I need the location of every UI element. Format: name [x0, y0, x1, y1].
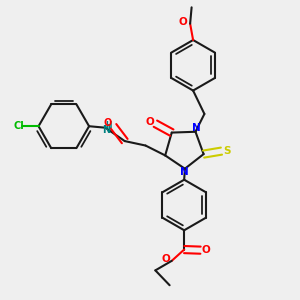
Text: O: O	[146, 117, 154, 127]
Text: S: S	[223, 146, 230, 156]
Text: H: H	[105, 121, 112, 130]
Text: O: O	[162, 254, 171, 264]
Text: N: N	[192, 123, 200, 133]
Text: Cl: Cl	[13, 121, 24, 131]
Text: N: N	[180, 167, 189, 177]
Text: N: N	[102, 125, 110, 135]
Text: O: O	[104, 118, 112, 128]
Text: O: O	[178, 17, 187, 27]
Text: O: O	[202, 245, 210, 255]
